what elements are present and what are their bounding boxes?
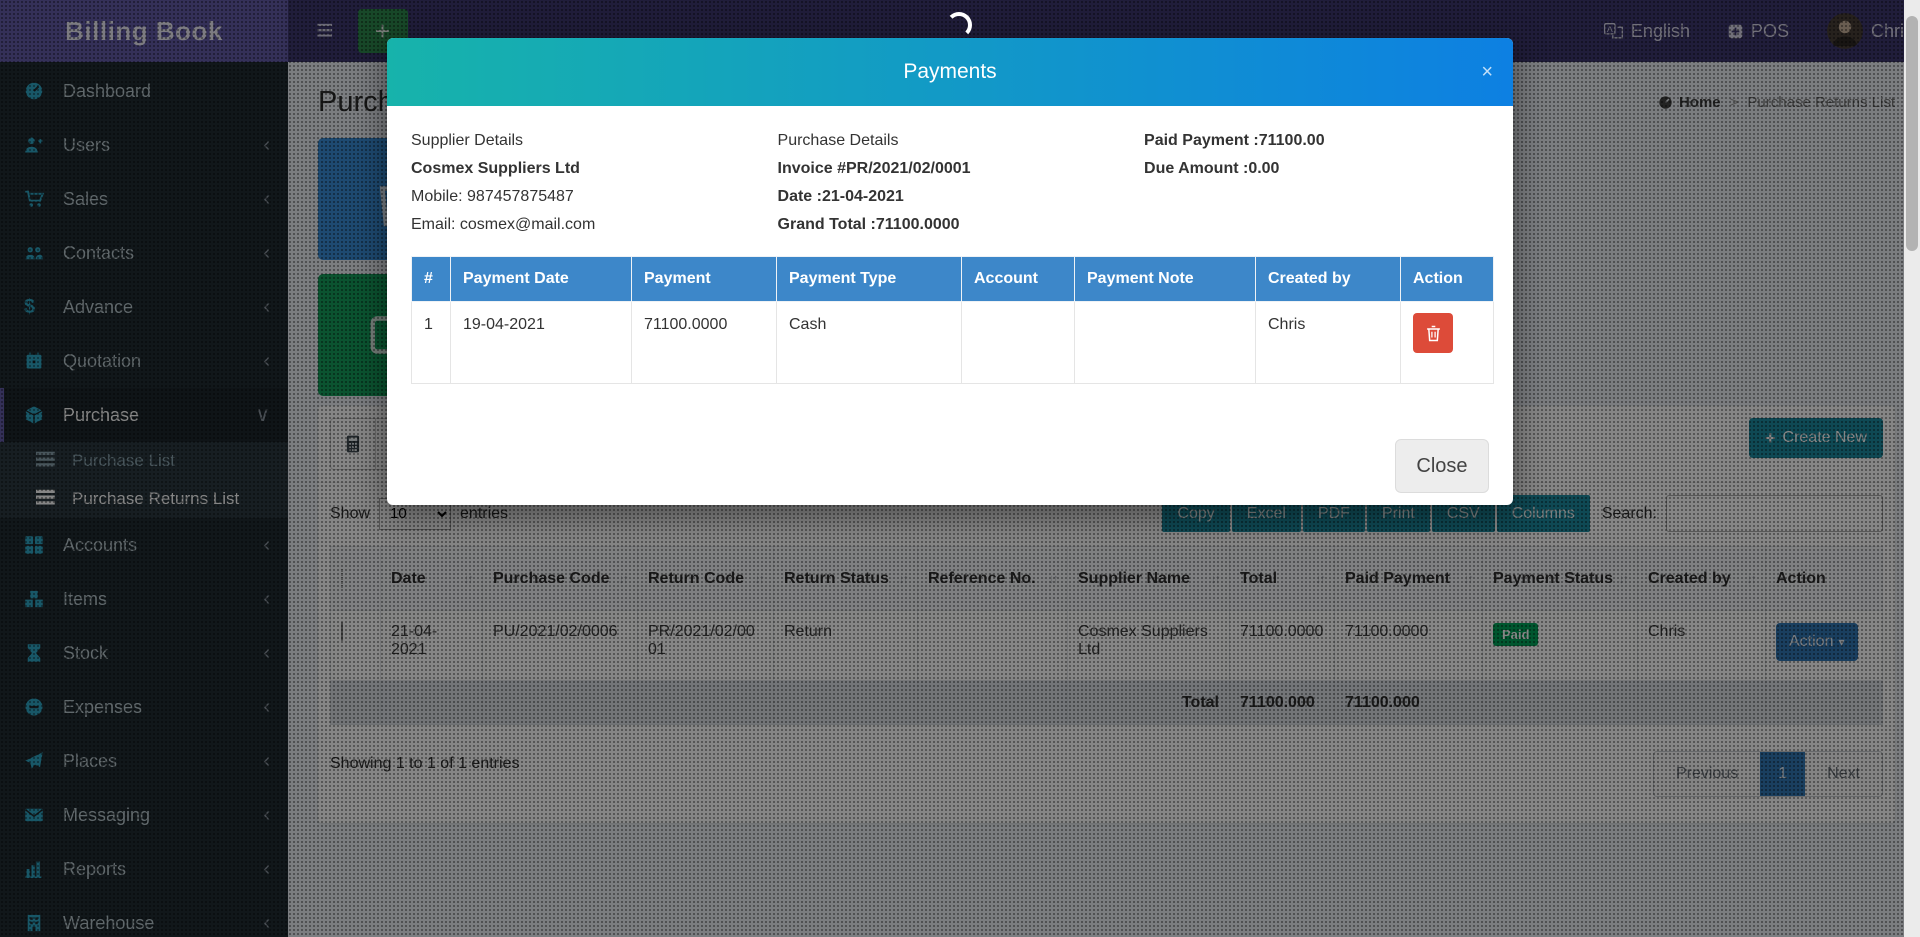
cell-payment-date: 19-04-2021 <box>451 302 632 384</box>
purchase-details-heading: Purchase Details <box>778 130 1145 151</box>
close-icon[interactable]: × <box>1481 62 1493 82</box>
app-window: Billing Book Dashboard Users ‹ Sales ‹ C… <box>0 0 1920 937</box>
payments-table-header-row: # Payment Date Payment Payment Type Acco… <box>412 257 1494 302</box>
cell-action <box>1401 302 1494 384</box>
purchase-details: Purchase Details Invoice #PR/2021/02/000… <box>778 130 1145 242</box>
column-header-payment-date: Payment Date <box>451 257 632 302</box>
trash-icon <box>1426 325 1441 342</box>
column-header-created-by: Created by <box>1256 257 1401 302</box>
delete-payment-button[interactable] <box>1413 313 1453 353</box>
modal-header: Payments × <box>387 38 1513 106</box>
cell-payment-type: Cash <box>777 302 962 384</box>
payments-table: # Payment Date Payment Payment Type Acco… <box>411 256 1494 384</box>
column-header-payment-note: Payment Note <box>1075 257 1256 302</box>
cell-account <box>962 302 1075 384</box>
loading-spinner <box>946 12 972 38</box>
purchase-grand-total: Grand Total :71100.0000 <box>778 214 1145 235</box>
payment-row: 1 19-04-2021 71100.0000 Cash Chris <box>412 302 1494 384</box>
purchase-invoice: Invoice #PR/2021/02/0001 <box>778 158 1145 179</box>
supplier-email: Email: cosmex@mail.com <box>411 214 778 235</box>
supplier-name: Cosmex Suppliers Ltd <box>411 158 778 179</box>
cell-created-by: Chris <box>1256 302 1401 384</box>
close-button[interactable]: Close <box>1395 439 1489 493</box>
payment-summary: Paid Payment :71100.00 Due Amount :0.00 <box>1144 130 1489 242</box>
modal-body: Supplier Details Cosmex Suppliers Ltd Mo… <box>387 106 1513 427</box>
scrollbar-thumb[interactable] <box>1906 16 1918 251</box>
column-header-payment: Payment <box>632 257 777 302</box>
cell-payment: 71100.0000 <box>632 302 777 384</box>
column-header-payment-type: Payment Type <box>777 257 962 302</box>
due-amount: Due Amount :0.00 <box>1144 158 1489 179</box>
modal-title: Payments <box>903 60 996 84</box>
column-header-action: Action <box>1401 257 1494 302</box>
browser-scrollbar[interactable] <box>1904 0 1920 937</box>
modal-footer: Close <box>387 427 1513 505</box>
column-header-account: Account <box>962 257 1075 302</box>
column-header-index: # <box>412 257 451 302</box>
payments-modal: Payments × Supplier Details Cosmex Suppl… <box>387 38 1513 505</box>
supplier-details-heading: Supplier Details <box>411 130 778 151</box>
purchase-date: Date :21-04-2021 <box>778 186 1145 207</box>
supplier-details: Supplier Details Cosmex Suppliers Ltd Mo… <box>411 130 778 242</box>
cell-index: 1 <box>412 302 451 384</box>
cell-payment-note <box>1075 302 1256 384</box>
supplier-mobile: Mobile: 987457875487 <box>411 186 778 207</box>
paid-payment: Paid Payment :71100.00 <box>1144 130 1489 151</box>
